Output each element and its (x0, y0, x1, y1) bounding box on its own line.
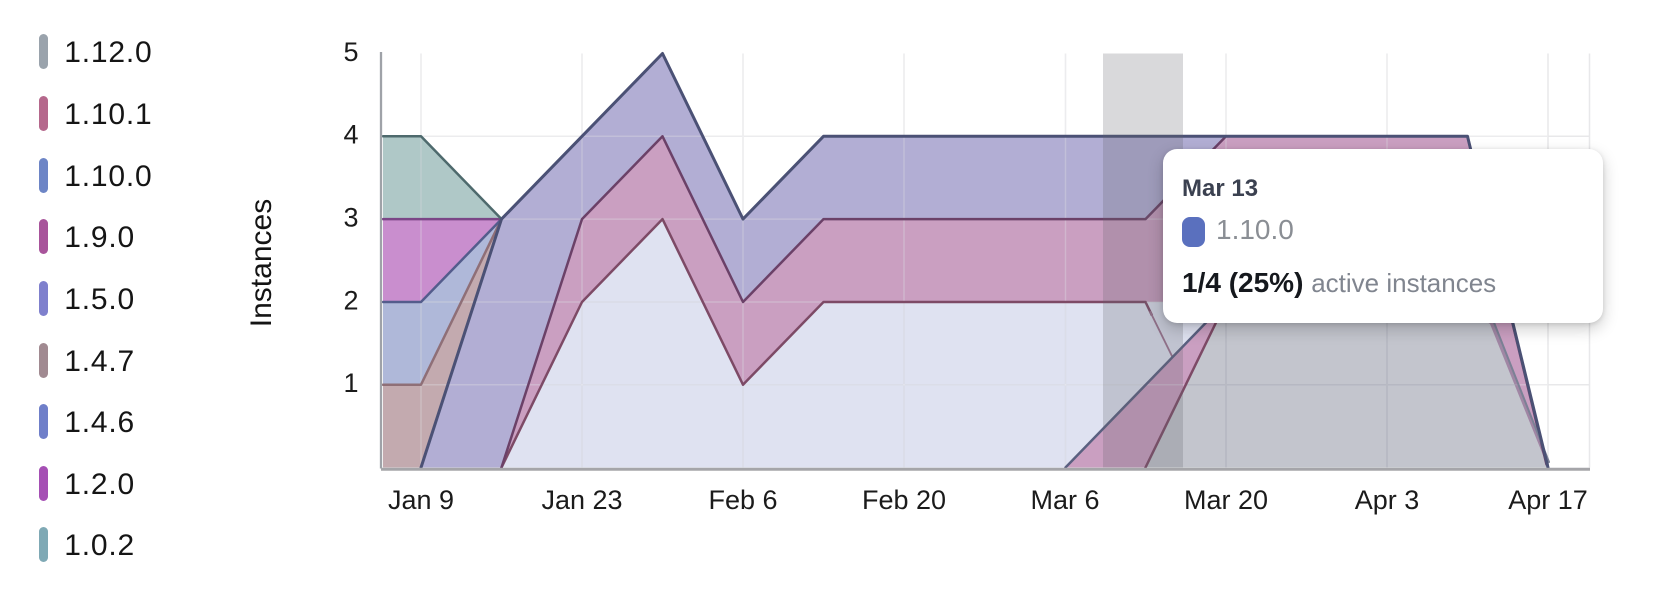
svg-text:Jan 23: Jan 23 (541, 485, 622, 515)
svg-text:Mar 6: Mar 6 (1030, 485, 1099, 515)
svg-text:4: 4 (343, 120, 358, 150)
svg-text:Apr 3: Apr 3 (1355, 485, 1420, 515)
svg-text:Jan 9: Jan 9 (388, 485, 454, 515)
svg-text:5: 5 (343, 37, 358, 67)
svg-text:Mar 20: Mar 20 (1184, 485, 1268, 515)
svg-text:Feb 6: Feb 6 (708, 485, 777, 515)
svg-text:Apr 17: Apr 17 (1508, 485, 1588, 515)
svg-text:2: 2 (343, 285, 358, 315)
svg-text:3: 3 (343, 203, 358, 233)
svg-text:Feb 20: Feb 20 (862, 485, 946, 515)
svg-text:1: 1 (343, 368, 358, 398)
